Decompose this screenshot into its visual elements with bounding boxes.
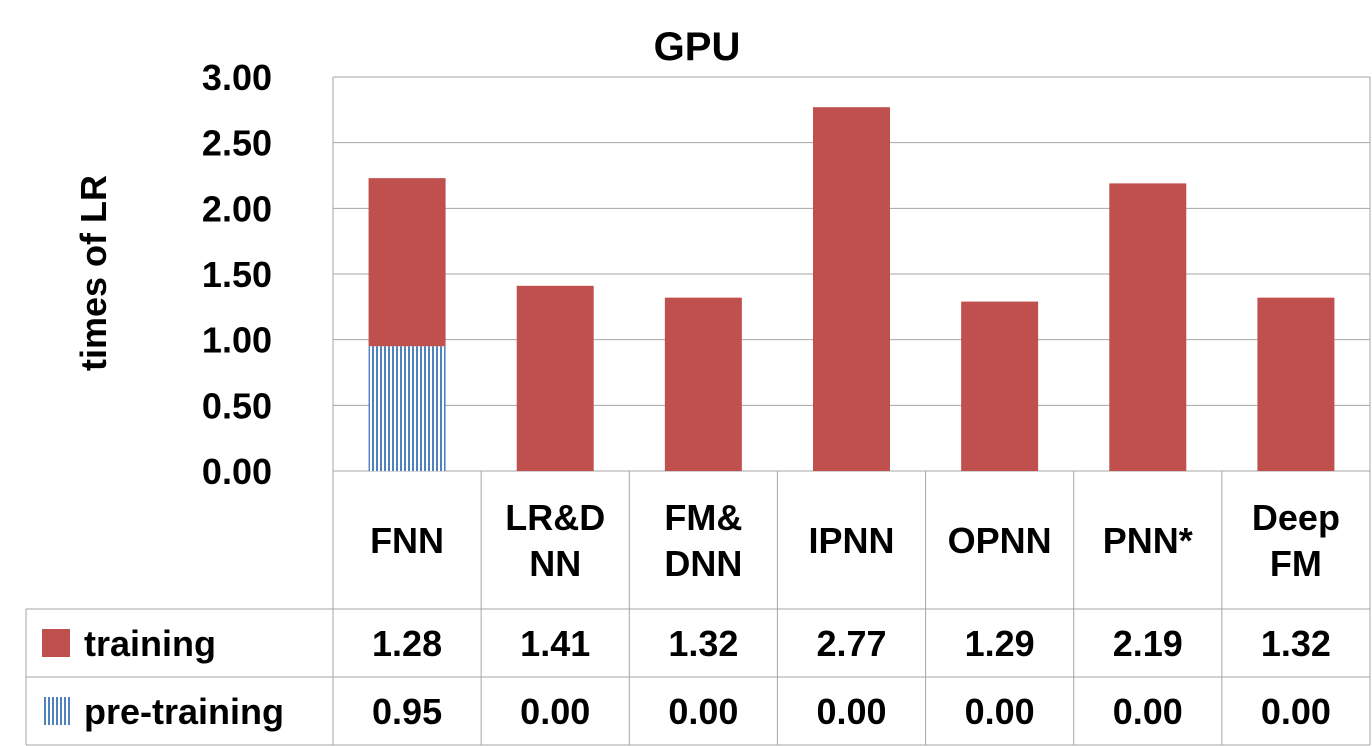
table-value: 1.41: [520, 623, 590, 664]
y-tick-label: 2.50: [202, 123, 272, 164]
x-category-label: IPNN: [808, 520, 894, 561]
table-value: 0.00: [1113, 691, 1183, 732]
table-value: 0.00: [668, 691, 738, 732]
chart-title: GPU: [654, 25, 741, 69]
bar-pre-training: [368, 346, 446, 471]
x-category-label: PNN*: [1103, 520, 1193, 561]
bar-training: [516, 285, 594, 471]
y-tick-label: 0.00: [202, 451, 272, 492]
legend-label: pre-training: [84, 691, 284, 732]
table-value: 2.19: [1113, 623, 1183, 664]
bars: [368, 107, 1335, 471]
table-value: 0.95: [372, 691, 442, 732]
table-value: 0.00: [965, 691, 1035, 732]
bar-training: [1109, 183, 1187, 471]
data-table: FNN LR&D NN FM&DNN IPNN OPNN PNN* Deep FM trainin…: [25, 471, 1371, 746]
table-value: 0.00: [520, 691, 590, 732]
x-category-label: NN: [529, 543, 581, 584]
table-value: 1.32: [1261, 623, 1331, 664]
legend-swatch: [42, 629, 70, 657]
table-value: 1.32: [668, 623, 738, 664]
bar-training: [961, 301, 1039, 471]
bar-training: [368, 178, 446, 347]
table-value: 2.77: [816, 623, 886, 664]
y-tick-label: 3.00: [202, 57, 272, 98]
bar-training: [1257, 297, 1335, 471]
y-tick-label: 1.00: [202, 320, 272, 361]
x-category-label: FM&: [664, 497, 742, 538]
y-tick-labels: 0.00 0.50 1.00 1.50 2.00 2.50 3.00: [202, 57, 272, 492]
legend-label: training: [84, 623, 216, 664]
bar-training: [664, 297, 742, 471]
bar-training: [813, 107, 890, 471]
y-tick-label: 0.50: [202, 385, 272, 426]
table-value: 1.29: [965, 623, 1035, 664]
x-category-label: OPNN: [948, 520, 1052, 561]
table-value: 1.28: [372, 623, 442, 664]
x-category-label: DNN: [664, 543, 742, 584]
y-tick-label: 2.00: [202, 188, 272, 229]
x-category-label: FNN: [370, 520, 444, 561]
table-value: 0.00: [1261, 691, 1331, 732]
x-category-label: FM: [1270, 543, 1322, 584]
y-axis-label: times of LR: [73, 175, 114, 371]
table-value: 0.00: [816, 691, 886, 732]
x-category-label: LR&D: [505, 497, 605, 538]
y-tick-label: 1.50: [202, 254, 272, 295]
x-category-label: Deep: [1252, 497, 1340, 538]
legend-swatch: [42, 697, 70, 725]
